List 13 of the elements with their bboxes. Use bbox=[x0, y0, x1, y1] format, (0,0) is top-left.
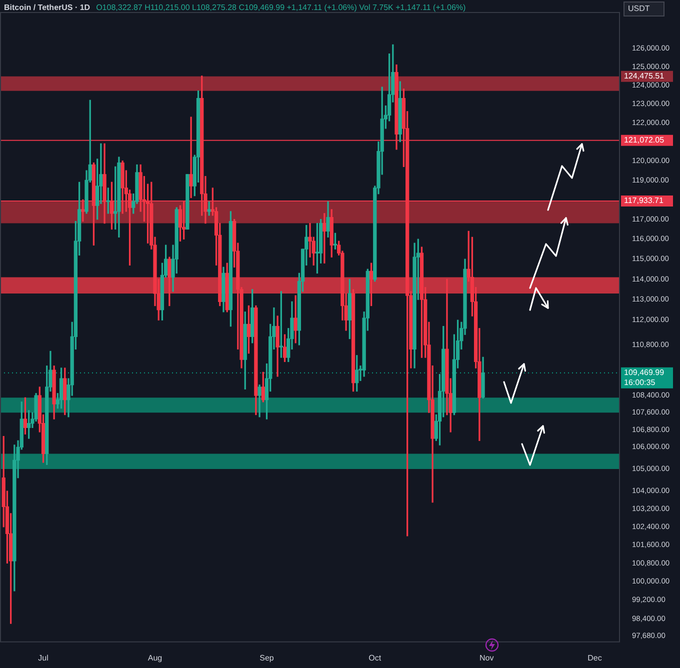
y-axis-title: USDT bbox=[628, 4, 650, 14]
chart-title: Bitcoin / TetherUS · 1D bbox=[4, 3, 90, 12]
x-tick-label: Nov bbox=[480, 653, 494, 662]
chart-subtitle: O108,322.87 H110,215.00 L108,275.28 C109,469.99 +1,147.11 (+1.06%) Vol 7.75K +1,147.11 (+1.06%) bbox=[96, 3, 466, 12]
x-tick-label: Aug bbox=[148, 653, 162, 662]
x-tick-label: Oct bbox=[368, 653, 382, 662]
x-tick-label: Sep bbox=[260, 653, 274, 662]
x-tick-label: Jul bbox=[38, 653, 49, 662]
ref-line-label: 117,933.71 bbox=[624, 196, 664, 206]
x-tick-label: Dec bbox=[588, 653, 602, 662]
ref-line-label: 121,072.05 bbox=[624, 136, 665, 145]
ref-line-label: 109,469.99 16:00:35 bbox=[624, 368, 665, 388]
band-label: 124,475.51 bbox=[624, 72, 665, 81]
